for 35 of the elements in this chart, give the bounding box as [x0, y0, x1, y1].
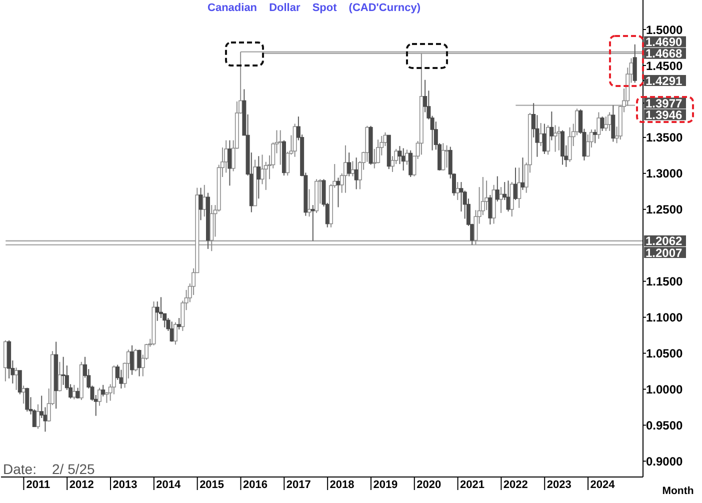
series-label: 1.4690	[646, 35, 683, 50]
y-tick-label: 1.3000	[646, 166, 684, 181]
y-tick-label: 1.1500	[646, 274, 684, 289]
x-tick-label: 2020	[416, 479, 442, 491]
series-label: 1.2007	[646, 246, 683, 260]
x-tick-label: 2019	[373, 479, 398, 491]
y-tick-label: 1.1000	[646, 310, 684, 325]
y-tick-label: 1.3500	[646, 130, 684, 145]
series-label: 1.3946	[646, 108, 683, 122]
annotation: Date: 2/ 5/25	[3, 461, 96, 477]
x-tick-label: 2021	[460, 479, 485, 491]
y-tick-label: 1.4500	[646, 58, 684, 73]
x-tick-label: 2018	[330, 479, 354, 491]
y-tick-label: 1.0500	[646, 346, 684, 361]
x-tick-label: 2023	[546, 479, 572, 491]
x-tick-label: 2011	[26, 479, 50, 491]
x-tick-label: 2012	[69, 479, 94, 491]
series-label: 1.4668	[646, 46, 683, 61]
x-tick-label: 2013	[112, 479, 138, 491]
y-tick-label: 1.0000	[646, 382, 684, 397]
x-tick-label: 2024	[590, 479, 616, 491]
y-tick-label: 0.9000	[646, 454, 684, 468]
y-tick-label: 1.2500	[646, 202, 684, 217]
chart-title: Canadian Dollar Spot (CAD'Curncy)	[208, 2, 421, 14]
x-tick-label: 2014	[156, 479, 182, 491]
y-tick-label: 0.9500	[646, 418, 684, 432]
y-tick-label: 1.5000	[646, 22, 684, 37]
series-label: 1.2062	[646, 234, 683, 248]
x-tick-label: 2016	[242, 479, 268, 491]
y-tick-label: 1.3977	[646, 96, 683, 110]
x-axis-title: Month	[662, 485, 694, 497]
x-tick-label: 2022	[503, 479, 528, 491]
x-tick-label: 2017	[286, 479, 311, 491]
y-tick-label: 1.4291	[646, 74, 683, 88]
x-tick-label: 2015	[200, 479, 224, 491]
